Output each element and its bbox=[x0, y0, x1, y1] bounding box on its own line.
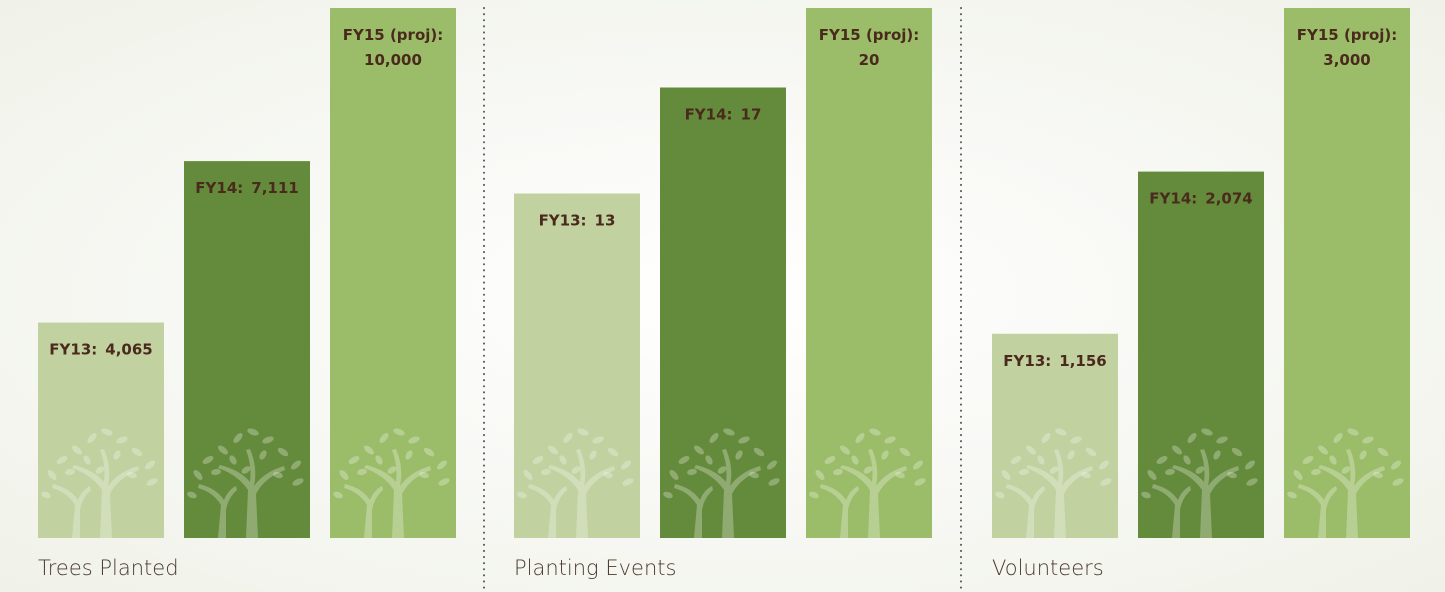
chart-title: Trees Planted bbox=[38, 556, 179, 580]
category-label: FY15 (proj): bbox=[819, 26, 920, 44]
category-label: FY15 (proj): bbox=[1297, 26, 1398, 44]
category-label: FY14: bbox=[1149, 190, 1197, 208]
category-label: FY13: bbox=[1003, 352, 1051, 370]
value-label: 3,000 bbox=[1323, 51, 1370, 69]
value-label: 2,074 bbox=[1205, 190, 1252, 208]
chart-title: Volunteers bbox=[992, 556, 1104, 580]
category-label: FY14: bbox=[685, 106, 733, 124]
value-label: 7,111 bbox=[251, 179, 298, 197]
bar-label: FY14: 17 bbox=[685, 106, 762, 124]
bar bbox=[1284, 8, 1410, 538]
value-label: 1,156 bbox=[1059, 352, 1106, 370]
value-label: 13 bbox=[595, 212, 616, 230]
category-label: FY15 (proj): bbox=[343, 26, 444, 44]
category-label: FY13: bbox=[539, 212, 587, 230]
value-label: 10,000 bbox=[364, 51, 422, 69]
chart-title: Planting Events bbox=[514, 556, 676, 580]
value-label: 4,065 bbox=[105, 341, 152, 359]
category-label: FY14: bbox=[195, 179, 243, 197]
value-label: 20 bbox=[859, 51, 880, 69]
infographic: Trees Planted FY13: 4,065 FY14: 7,111 FY15 (p… bbox=[0, 0, 1445, 592]
bar bbox=[806, 8, 932, 538]
page: Trees Planted FY13: 4,065 FY14: 7,111 FY15 (p… bbox=[0, 0, 1445, 592]
bar bbox=[330, 8, 456, 538]
value-label: 17 bbox=[741, 106, 762, 124]
bar-label: FY13: 13 bbox=[539, 212, 616, 230]
category-label: FY13: bbox=[49, 341, 97, 359]
